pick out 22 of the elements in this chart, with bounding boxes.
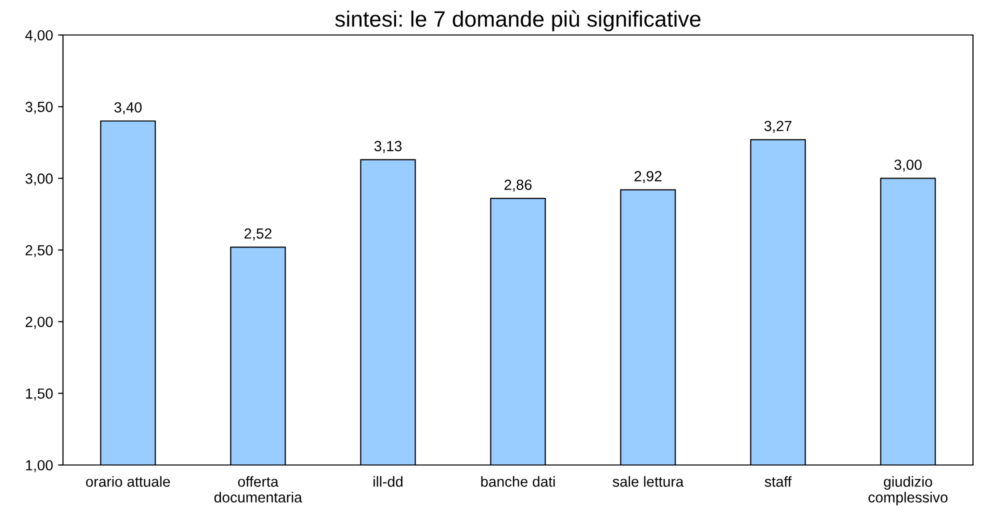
x-tick-label: orario attuale (86, 476, 170, 487)
x-tick-label: offerta documentaria (214, 476, 302, 503)
data-label: 2,86 (504, 180, 532, 192)
data-label: 2,52 (244, 228, 272, 240)
x-tick-label: banche dati (481, 476, 555, 487)
chart-title: sintesi: le 7 domande più significative (335, 10, 700, 32)
y-tick-label: 4,00 (25, 30, 53, 42)
y-tick-label: 2,50 (26, 245, 53, 258)
y-tick-label: 1,00 (26, 460, 53, 472)
data-label: 3,13 (374, 140, 402, 153)
x-tick-label: sale lettura (612, 476, 684, 487)
data-label: 3,00 (894, 160, 922, 172)
x-tick-label: ill-dd (374, 476, 402, 487)
x-tick-label: giudizio complessivo (868, 476, 948, 506)
data-label: 3,40 (114, 102, 142, 114)
data-label: 2,92 (634, 171, 662, 184)
x-tick-label: staff (764, 476, 792, 487)
y-tick-label: 3,00 (25, 173, 53, 186)
y-tick-label: 1,50 (26, 388, 53, 400)
data-label: 3,27 (764, 120, 792, 133)
y-tick-label: 3,50 (25, 102, 53, 114)
y-tick-label: 2,00 (26, 316, 53, 329)
